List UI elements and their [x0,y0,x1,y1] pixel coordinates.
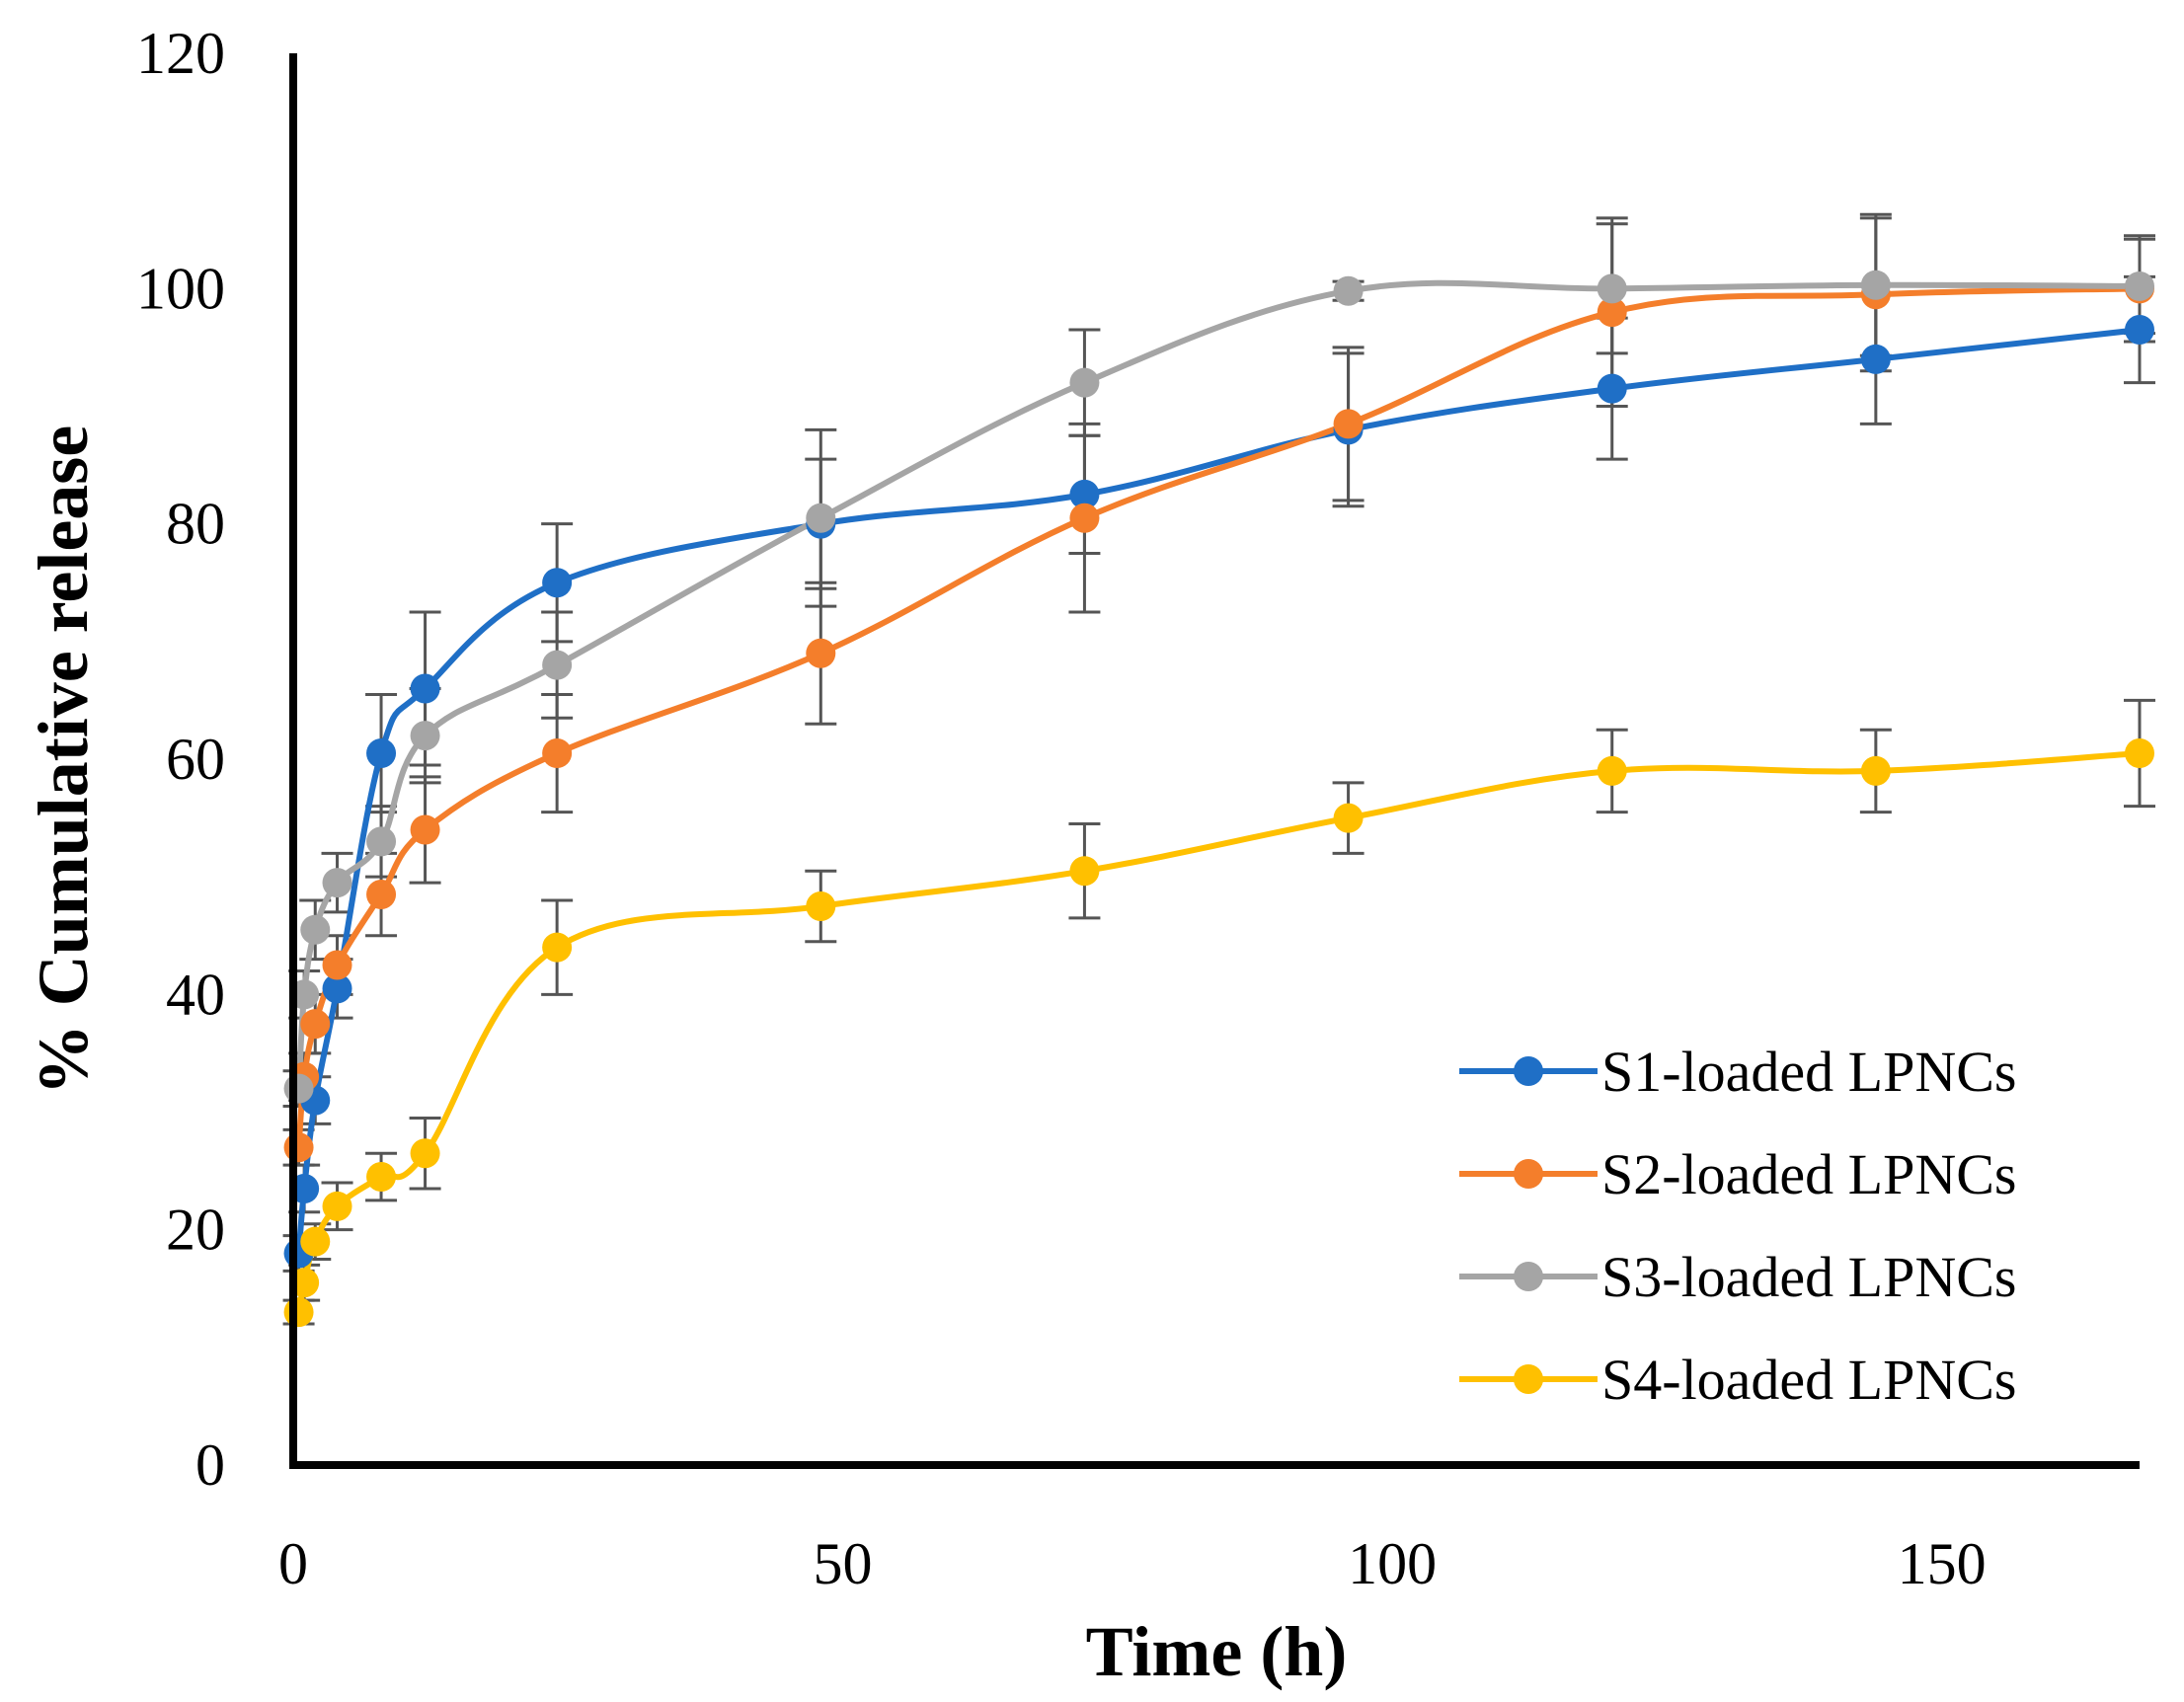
legend-label: S1-loaded LPNCs [1601,1040,2017,1104]
legend-item-s4: S4-loaded LPNCs [1459,1348,2017,1412]
data-point-s4 [806,890,836,921]
data-point-s4 [322,1191,352,1221]
legend: S1-loaded LPNCs S2-loaded LPNCs S3-loaded … [1459,1040,2017,1412]
legend-label: S3-loaded LPNCs [1601,1245,2017,1309]
x-tick-label: 150 [1898,1531,1987,1596]
y-tick-label: 0 [195,1432,225,1498]
x-tick-label: 0 [278,1531,308,1596]
data-point-s4 [1860,755,1891,786]
data-point-s4 [1597,755,1627,786]
data-point-s3 [1860,270,1891,300]
data-point-s4 [283,1297,314,1328]
x-tick-label: 100 [1348,1531,1437,1596]
data-point-s3 [806,503,836,533]
data-point-s4 [1333,803,1364,833]
x-tick-label: 50 [814,1531,873,1596]
legend-swatch-marker [1514,1262,1543,1291]
data-point-s2 [366,880,397,910]
y-axis-title: % Cumulative release [24,426,103,1096]
data-point-s2 [283,1132,314,1163]
legend-item-s3: S3-loaded LPNCs [1459,1245,2017,1309]
y-tick-label: 80 [166,492,225,557]
series-points [283,270,2154,1328]
data-point-s1 [1597,373,1627,404]
data-point-s1 [1069,479,1100,509]
data-point-s3 [2125,271,2154,301]
data-point-s2 [1333,409,1364,439]
data-point-s3 [283,1073,314,1104]
data-point-s2 [542,738,573,769]
data-point-s2 [1069,503,1100,533]
data-point-s1 [542,568,573,598]
legend-item-s1: S1-loaded LPNCs [1459,1040,2017,1104]
data-point-s1 [1860,344,1891,374]
data-point-s1 [322,973,352,1004]
data-point-s3 [410,721,440,751]
legend-item-s2: S2-loaded LPNCs [1459,1142,2017,1206]
legend-label: S2-loaded LPNCs [1601,1142,2017,1206]
legend-swatch-marker [1514,1159,1543,1189]
series-line-s3 [295,279,2141,1089]
data-point-s4 [542,932,573,963]
x-axis-title: Time (h) [1086,1612,1348,1691]
data-point-s4 [2125,738,2154,769]
data-point-s3 [322,868,352,898]
data-point-s2 [322,950,352,980]
y-tick-labels: 0 20 40 60 80 100 120 [136,21,225,1498]
legend-swatch-marker [1514,1056,1543,1086]
data-point-s3 [300,914,331,945]
data-point-s4 [1069,856,1100,887]
data-point-s2 [410,814,440,845]
data-point-s4 [366,1162,397,1193]
data-point-s1 [2125,315,2154,346]
y-tick-label: 120 [136,21,225,86]
legend-label: S4-loaded LPNCs [1601,1348,2017,1412]
data-point-s1 [410,673,440,704]
data-point-s3 [1333,275,1364,306]
x-tick-labels: 0 50 100 150 [278,1531,1987,1596]
data-point-s2 [300,1009,331,1040]
data-point-s2 [1597,297,1627,328]
y-tick-label: 40 [166,962,225,1027]
data-point-s3 [1597,273,1627,304]
legend-swatch-marker [1514,1364,1543,1394]
y-tick-label: 60 [166,727,225,792]
series-line-s4 [295,750,2141,1313]
y-tick-label: 20 [166,1198,225,1263]
data-point-s3 [366,826,397,857]
data-point-s1 [366,738,397,769]
series-line-s1 [295,327,2141,1254]
series-line-s2 [295,285,2141,1148]
data-point-s3 [1069,367,1100,398]
data-point-s2 [806,638,836,668]
data-point-s4 [410,1138,440,1169]
data-point-s3 [542,650,573,680]
y-tick-label: 100 [136,256,225,321]
data-point-s4 [300,1226,331,1257]
